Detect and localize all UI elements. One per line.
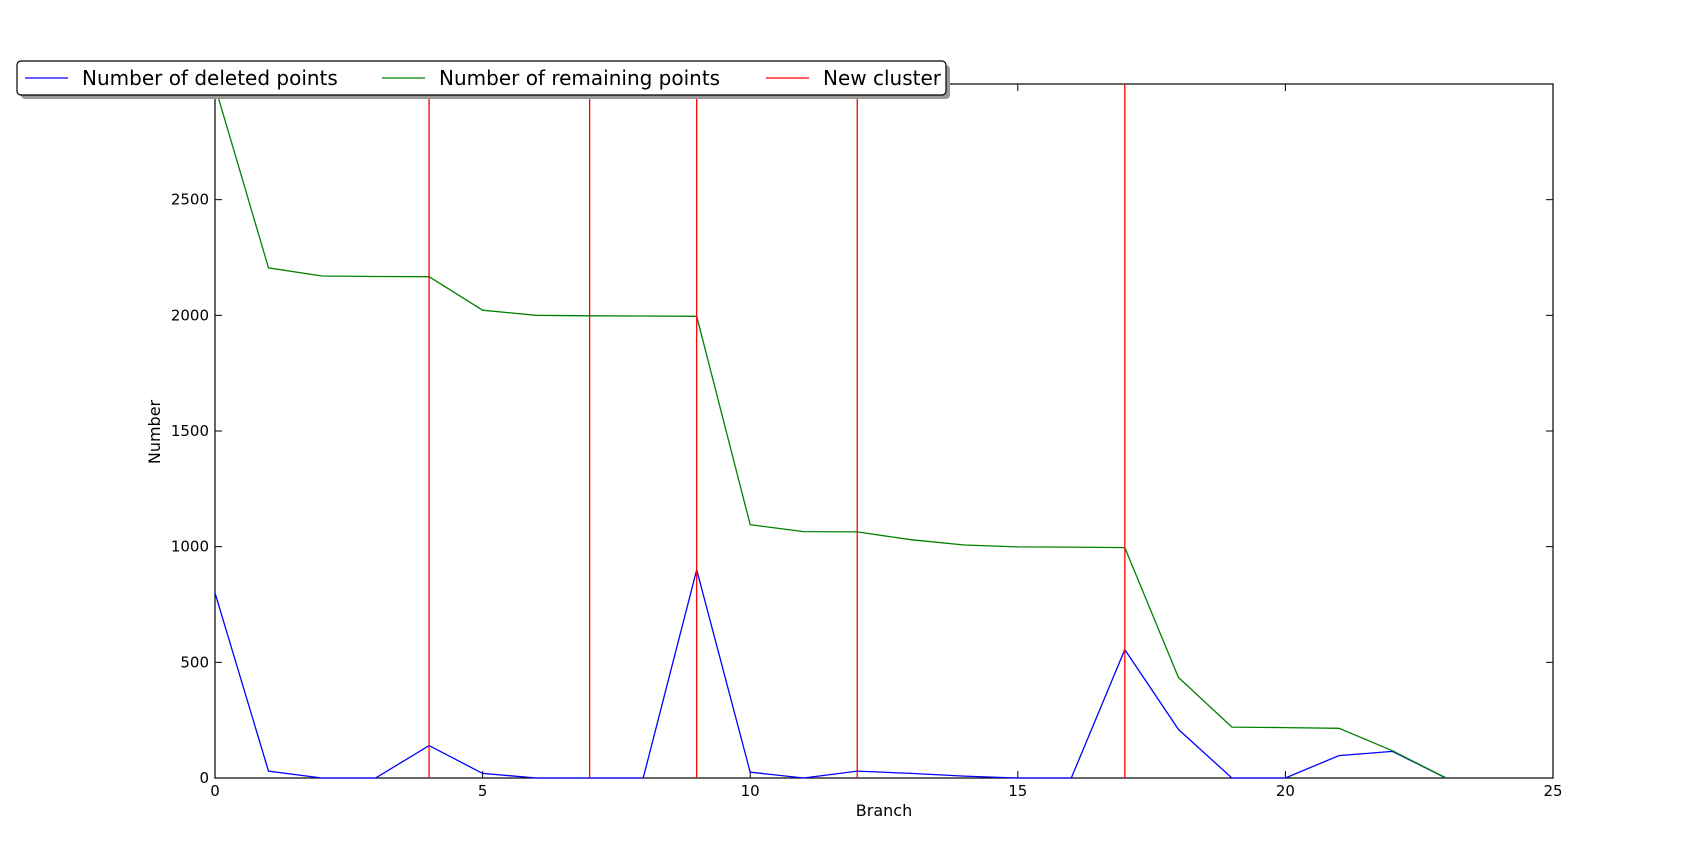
- x-tick-label: 0: [210, 782, 220, 800]
- x-tick-label: 15: [1008, 782, 1027, 800]
- y-axis-title: Number: [145, 399, 164, 464]
- x-axis-title: Branch: [856, 801, 912, 820]
- x-tick-label: 5: [478, 782, 488, 800]
- number-of-remaining-points-line: [214, 86, 1447, 779]
- x-tick-label: 25: [1543, 782, 1562, 800]
- plot-area: [214, 83, 1554, 779]
- tick-labels: 0 5 10 15 20 25 0 500 1000 1500 2000 2500: [171, 191, 1563, 800]
- legend-label: Number of remaining points: [439, 66, 720, 90]
- y-tick-label: 500: [180, 653, 209, 671]
- number-of-deleted-points-line: [214, 567, 1447, 779]
- y-tick-label: 1500: [171, 422, 209, 440]
- y-tick-label: 0: [199, 769, 209, 787]
- legend-label: New cluster: [823, 66, 942, 90]
- series-layer: [214, 84, 1447, 779]
- plot-frame: [214, 83, 1554, 779]
- legend-box: [16, 60, 947, 96]
- x-tick-label: 10: [741, 782, 760, 800]
- y-tick-label: 2500: [171, 191, 209, 209]
- legend-label: Number of deleted points: [82, 66, 338, 90]
- y-tick-label: 1000: [171, 538, 209, 556]
- x-tick-label: 20: [1276, 782, 1295, 800]
- y-tick-label: 2000: [171, 306, 209, 324]
- legend: Number of deleted points Number of remain…: [16, 60, 950, 99]
